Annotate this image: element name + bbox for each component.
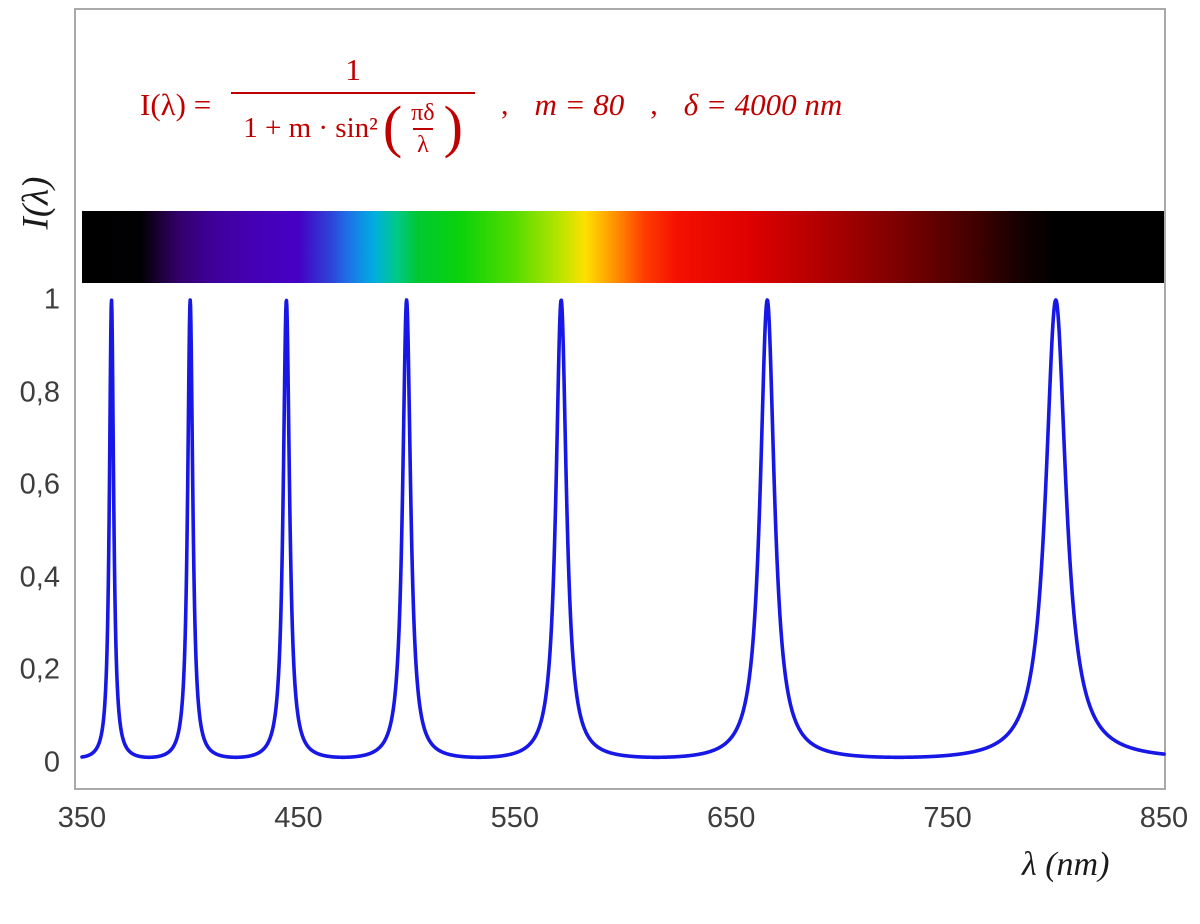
x-tick-label: 450 [274, 802, 323, 834]
x-tick-label: 550 [490, 802, 539, 834]
y-axis-ticks: 1 0,8 0,6 0,4 0,2 0 [0, 285, 64, 777]
intensity-curve-plot [80, 298, 1166, 763]
intensity-curve-svg [80, 298, 1166, 760]
y-tick-label: 0 [43, 746, 60, 779]
formula-lhs: I(λ) = [140, 87, 212, 122]
x-tick-label: 750 [923, 802, 972, 834]
formula-delta-value: δ = 4000 nm [683, 87, 843, 122]
close-paren: ) [443, 93, 463, 159]
x-tick-label: 850 [1139, 802, 1189, 834]
inner-fraction-numerator: πδ [411, 100, 435, 127]
formula-comma: , [650, 88, 658, 121]
plot-border-box [74, 8, 1166, 790]
formula-denominator: 1 + m · sin² ( πδ λ ) [231, 92, 475, 157]
x-axis-title: λ (nm) [1022, 846, 1110, 883]
formula-m-value: m = 80 [534, 87, 625, 122]
formula-comma: , [500, 88, 509, 121]
x-axis-ticks: 350 450 550 650 750 850 [58, 802, 1188, 840]
y-tick-label: 1 [43, 283, 60, 316]
formula-numerator: 1 [345, 51, 361, 87]
inner-fraction-denominator: λ [413, 128, 433, 157]
x-tick-label: 350 [57, 802, 107, 834]
formula-fraction: 1 1 + m · sin² ( πδ λ ) [231, 51, 475, 157]
y-tick-label: 0,2 [19, 653, 60, 686]
intensity-curve-path [80, 298, 1166, 760]
y-tick-label: 0,8 [19, 376, 60, 409]
open-paren: ( [382, 93, 403, 159]
x-tick-label: 650 [706, 802, 756, 834]
y-tick-label: 0,4 [19, 561, 60, 594]
y-axis-title: I(λ) [15, 176, 57, 230]
spectrum-strip [82, 211, 1164, 283]
formula-denominator-prefix: 1 + m · sin² [243, 112, 378, 145]
inner-fraction: πδ λ [407, 101, 438, 157]
formula: I(λ) = 1 1 + m · sin² ( πδ λ ) , m = 80 … [140, 34, 842, 176]
y-tick-label: 0,6 [19, 468, 60, 501]
